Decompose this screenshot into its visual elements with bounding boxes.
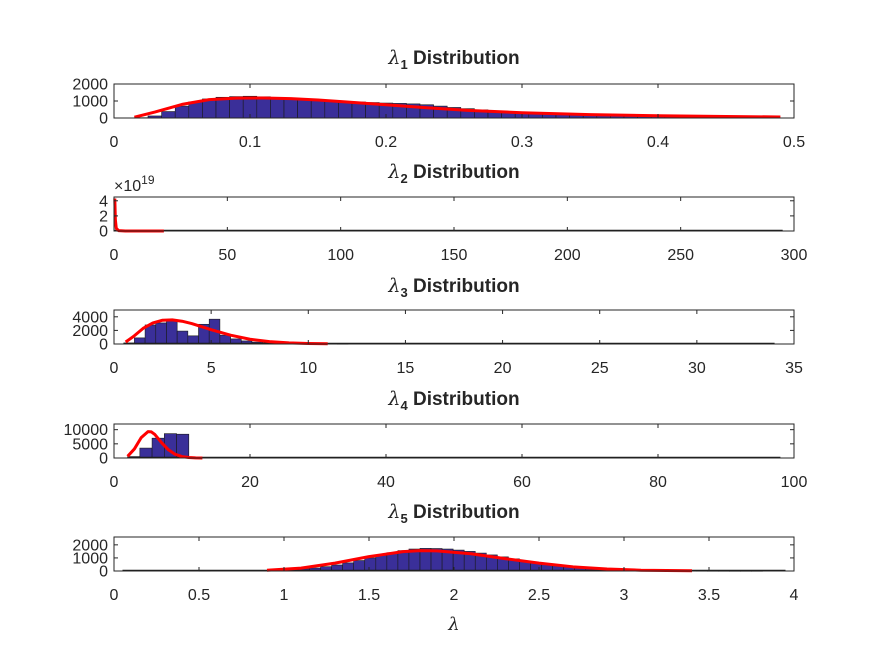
x-tick-label: 250 [667,247,694,264]
subplot-title: λ2 Distribution [387,161,519,186]
x-tick-label: 20 [494,360,512,377]
x-tick-label: 5 [207,360,216,377]
y-tick-label: 0 [99,451,108,468]
fit-curve [134,96,781,119]
x-tick-label: 0.2 [375,134,397,151]
y-tick-label: 0 [99,337,108,354]
y-tick-label: 0 [99,224,108,241]
histogram-bar [219,334,231,345]
histogram-bar [155,322,167,345]
fit-curve [126,430,203,460]
y-tick-label: 2000 [72,537,108,554]
subplot-title: λ3 Distribution [387,275,519,300]
x-tick-label: 0 [110,247,119,264]
fit-curve [266,549,693,573]
histogram-bar [375,555,388,572]
axes-background [114,197,794,231]
histogram-bar [270,97,285,119]
x-tick-label: 3 [620,587,629,604]
y-exponent-label: ×1019 [114,173,155,195]
x-tick-label: 80 [649,474,667,491]
x-tick-label: 50 [218,247,236,264]
subplot-title: λ1 Distribution [387,47,519,72]
x-axis-label: λ [447,614,459,635]
y-tick-label: 4000 [72,309,108,326]
histogram-bar [174,105,190,119]
histogram-bar [364,557,377,572]
x-tick-label: 0 [110,474,119,491]
histogram-bar [324,100,339,119]
subplot-title: λ4 Distribution [387,388,519,413]
y-tick-label: 2000 [72,323,108,340]
y-tick-label: 2 [99,208,108,225]
fit-curve [124,318,328,346]
histogram-bar [151,437,165,459]
x-tick-label: 0.4 [647,134,669,151]
y-tick-label: 10000 [64,422,109,439]
x-tick-label: 100 [327,247,354,264]
x-tick-label: 10 [299,360,317,377]
y-tick-label: 5000 [72,436,108,453]
histogram-bar [386,552,399,572]
x-tick-label: 300 [781,247,808,264]
subplot-title: λ5 Distribution [387,501,519,526]
x-tick-label: 60 [513,474,531,491]
x-tick-label: 2 [450,587,459,604]
x-tick-label: 0 [110,134,119,151]
axes-box [113,309,795,345]
x-tick-label: 100 [781,474,808,491]
histogram-bar [283,98,298,119]
y-tick-label: 2000 [72,77,108,94]
x-tick-label: 0 [110,587,119,604]
x-tick-label: 1 [280,587,289,604]
x-tick-label: 0.3 [511,134,533,151]
histogram-bar [310,100,326,119]
x-tick-label: 4 [790,587,799,604]
x-tick-label: 150 [441,247,468,264]
histogram-bar [139,447,153,459]
y-tick-label: 1000 [72,550,108,567]
x-tick-label: 15 [397,360,415,377]
y-tick-label: 4 [99,193,108,210]
x-tick-label: 1.5 [358,587,380,604]
y-tick-label: 0 [99,111,108,128]
x-tick-label: 200 [554,247,581,264]
y-tick-label: 0 [99,564,108,581]
x-tick-label: 20 [241,474,259,491]
histogram-bar [297,99,312,119]
x-tick-label: 30 [688,360,706,377]
x-tick-label: 40 [377,474,395,491]
x-tick-label: 2.5 [528,587,550,604]
x-tick-label: 0 [110,360,119,377]
histogram-bar [176,330,189,345]
histogram-bar [166,319,178,345]
x-tick-label: 25 [591,360,609,377]
x-tick-label: 3.5 [698,587,720,604]
histogram-bar [161,111,176,119]
axes-box [113,423,795,459]
y-tick-label: 1000 [72,94,108,111]
histogram-bar [353,560,366,572]
x-tick-label: 35 [785,360,803,377]
x-tick-label: 0.5 [783,134,805,151]
x-tick-label: 0.5 [188,587,210,604]
axes-background [114,424,794,458]
histogram-bar [338,101,353,119]
histogram-bar [256,96,271,119]
x-tick-label: 0.1 [239,134,261,151]
